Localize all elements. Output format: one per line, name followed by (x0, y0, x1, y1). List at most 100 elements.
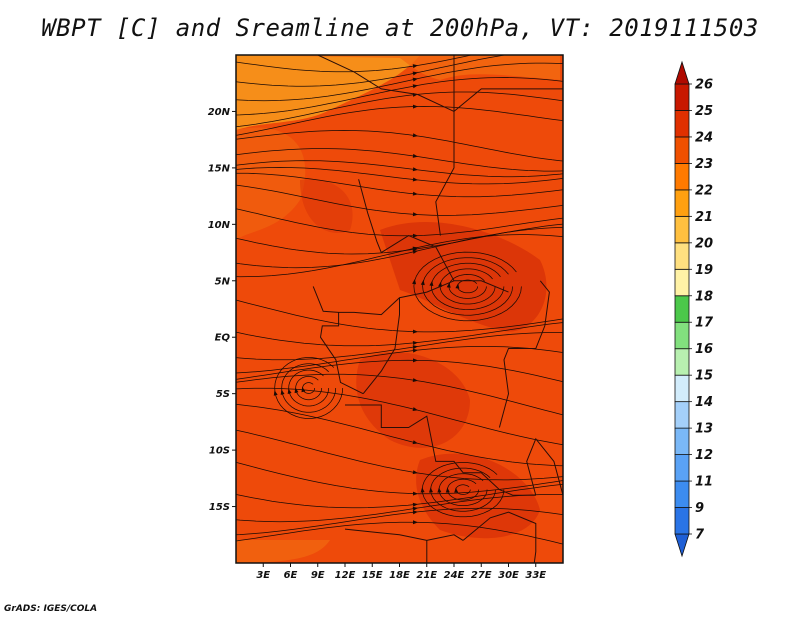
colorbar-swatch (674, 295, 690, 323)
streamline (421, 462, 505, 518)
border-line (453, 88, 563, 112)
streamline (236, 404, 563, 467)
colorbar-swatch (674, 427, 690, 455)
streamline (447, 478, 480, 501)
streamline-arrow (412, 358, 418, 363)
streamline (288, 369, 330, 407)
streamline-arrow (446, 282, 451, 288)
streamline-arrow (280, 389, 285, 395)
colorbar-swatch (674, 60, 690, 85)
colorbar-swatch (674, 374, 690, 403)
streamline (236, 227, 563, 269)
colorbar-swatch (674, 215, 690, 244)
streamline-arrow (412, 520, 418, 525)
colorbar: 7 9 11 12 13 14 15 16 17 18 19 20 21 22 23 24 25 26 (674, 60, 714, 558)
country-borders (312, 55, 563, 563)
streamline-arrow (429, 280, 434, 287)
streamline-arrow (412, 77, 418, 82)
streamline (236, 332, 563, 361)
streamline (236, 167, 563, 185)
streamline-arrow (412, 340, 418, 345)
lat-tick-label: 5S (216, 389, 230, 400)
streamline-arrow (412, 348, 418, 353)
colorbar-swatch (674, 268, 690, 297)
streamline (236, 234, 563, 278)
border-line (462, 511, 537, 563)
streamline (448, 274, 487, 299)
streamline-arrow (412, 279, 417, 285)
lon-tick-label: 9E (311, 570, 325, 581)
lat-tick-label: EQ (215, 333, 231, 344)
streamline (236, 55, 474, 73)
colorbar-swatch (674, 533, 690, 558)
streamline (236, 148, 563, 172)
streamline-arrow (412, 212, 418, 217)
longitude-ticks: 3E 6E 9E 12E 15E 18E 21E 24E 27E 30E 33E (256, 563, 546, 581)
streamline (430, 467, 496, 512)
colorbar-label: 15 (695, 369, 713, 384)
lat-tick-label: 15S (209, 502, 230, 513)
border-line (358, 179, 382, 253)
colorbar-swatch (674, 401, 690, 429)
streamlines (236, 55, 563, 545)
streamline (236, 494, 563, 523)
colorbar-label: 14 (695, 395, 713, 410)
streamline (236, 77, 563, 116)
streamline (236, 483, 563, 509)
streamline-arrow (412, 502, 418, 507)
streamline (431, 262, 505, 310)
streamline-arrow (445, 487, 450, 493)
border-line (317, 55, 455, 112)
streamline (236, 208, 563, 237)
streamline-arrow (438, 281, 443, 287)
lat-tick-label: 5N (215, 276, 231, 287)
streamline-arrow (412, 104, 418, 109)
colorbar-label: 22 (695, 183, 713, 198)
streamline-arrow (412, 177, 418, 182)
border-line (435, 55, 455, 236)
lon-tick-label: 30E (498, 570, 519, 581)
border-line (319, 312, 364, 395)
streamline-arrow (420, 279, 425, 286)
lon-tick-label: 6E (284, 570, 298, 581)
streamline-arrow (412, 133, 418, 138)
colorbar-label: 16 (695, 342, 713, 357)
streamline-arrow (412, 345, 418, 350)
colorbar-swatch (674, 348, 690, 376)
streamline-arrow (273, 390, 278, 396)
streamline (274, 357, 344, 419)
border-line (526, 437, 563, 496)
streamline (236, 160, 563, 178)
colorbar-swatch (674, 480, 690, 508)
streamline-arrow (455, 283, 460, 289)
lon-tick-label: 21E (416, 570, 437, 581)
lat-tick-label: 20N (208, 107, 231, 118)
streamline-arrow (412, 246, 418, 251)
lon-tick-label: 33E (525, 570, 546, 581)
lon-tick-label: 12E (335, 570, 356, 581)
colorbar-label: 24 (695, 130, 713, 145)
colorbar-swatch (674, 189, 690, 217)
colorbar-label: 7 (695, 528, 705, 543)
streamline-arrow (412, 440, 418, 445)
lon-tick-label: 3E (256, 570, 270, 581)
border-line (362, 297, 400, 395)
streamline (236, 461, 563, 495)
streamline-arrow (412, 250, 418, 254)
streamline-arrow (412, 510, 418, 515)
streamline-arrow (412, 407, 418, 412)
streamline-arrow (412, 64, 418, 69)
colorbar-label: 12 (695, 448, 713, 463)
streamline-arrow (412, 71, 418, 76)
colorbar-swatch (674, 507, 690, 535)
streamline (236, 359, 563, 383)
border-line (345, 404, 464, 474)
streamline (236, 322, 563, 347)
colorbar-swatch (674, 136, 690, 164)
lon-tick-label: 27E (471, 570, 492, 581)
latitude-ticks: 20N 15N 10N 5N EQ 5S 10S 15S (208, 107, 236, 513)
colorbar-label: 25 (695, 104, 713, 119)
streamline (236, 429, 563, 481)
streamline-arrow (412, 233, 418, 238)
